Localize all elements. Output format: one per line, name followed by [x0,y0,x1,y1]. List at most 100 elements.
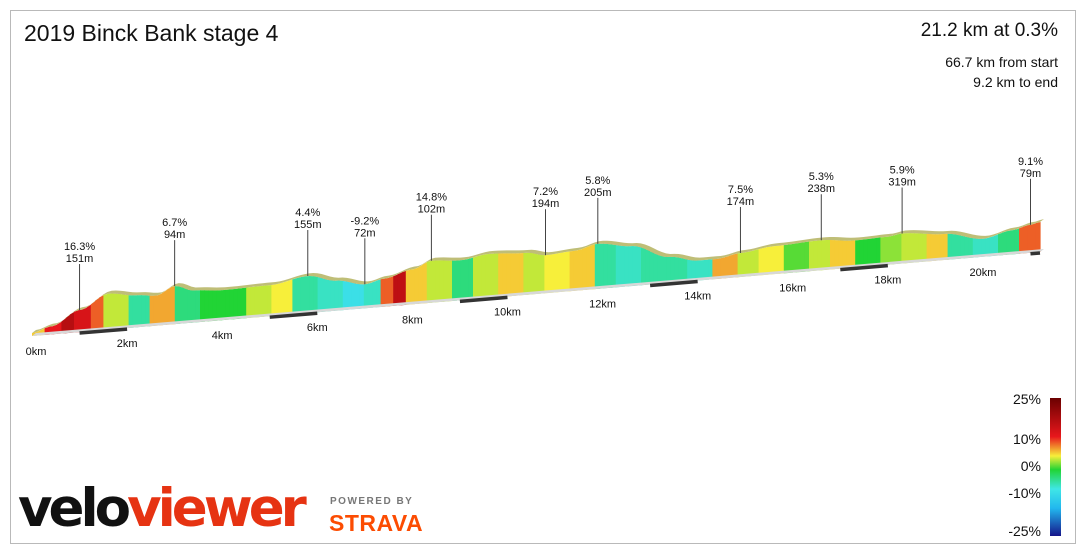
profile-segment [897,233,902,264]
profile-segment [124,294,130,329]
profile-segment [145,295,151,327]
x-tick-label: 10km [494,306,521,318]
profile-segment [204,290,209,322]
profile-segment [918,233,923,263]
climb-gradient-label: 9.1% [1018,156,1043,168]
profile-segment [775,245,781,275]
profile-segment [338,280,344,311]
profile-segment [956,234,961,259]
profile-segment [1019,226,1024,254]
profile-segment [867,238,873,267]
profile-segment [468,257,474,300]
profile-segment [149,295,155,327]
profile-segment [90,300,96,332]
climb-length-label: 155m [294,219,322,231]
profile-segment [519,253,524,296]
profile-segment [901,233,907,264]
x-tick-label: 16km [779,283,806,295]
veloviewer-logo[interactable]: veloviewer [18,482,307,535]
km-band [79,327,128,335]
profile-segment [909,233,915,263]
profile-segment [418,264,424,304]
climb-length-label: 72m [354,227,375,239]
profile-segment [725,255,730,279]
profile-segment [342,280,348,311]
profile-segment [830,239,835,270]
profile-segment [69,311,75,333]
strava-logo[interactable]: STRAVA [329,510,424,536]
profile-segment [872,237,877,266]
profile-segment [410,268,415,305]
profile-segment [981,238,986,257]
profile-segment [414,267,419,305]
profile-segment [951,233,957,260]
profile-segment [515,253,520,296]
profile-segment [603,243,608,289]
km-band [649,279,698,288]
profile-segment [1031,223,1037,253]
profile-segment [695,260,701,281]
profile-segment [611,244,617,288]
profile-segment [544,254,550,294]
profile-segment [246,287,251,319]
distance-to-end: 9.2 km to end [973,74,1058,90]
climb-gradient-label: 5.3% [809,171,834,183]
profile-segment [195,290,201,323]
profile-segment [74,310,79,333]
km-band [269,311,318,319]
profile-segment [641,247,646,286]
profile-segment [393,274,398,306]
profile-segment [422,262,428,304]
profile-segment [250,286,256,318]
profile-segment [943,233,949,261]
profile-segment [741,252,747,277]
km-band [840,263,888,272]
profile-segment [762,247,768,276]
profile-segment [216,290,222,321]
profile-segment [132,295,138,328]
profile-segment [716,258,722,279]
profile-segment [960,235,965,259]
profile-segment [527,252,533,295]
profile-segment [229,289,235,320]
profile-segment [758,248,764,276]
profile-segment [363,283,369,309]
profile-segment [599,243,604,289]
profile-segment [788,243,793,273]
profile-segment [880,236,886,266]
profile-segment [120,294,125,329]
profile-segment [653,253,659,285]
profile-segment [691,260,697,282]
profile-segment [561,251,566,292]
profile-segment [389,276,394,307]
profile-segment [750,250,755,277]
profile-segment [582,247,587,291]
profile-segment [628,246,634,287]
profile-segment [1010,229,1016,255]
climb-gradient-label: 5.9% [890,164,915,176]
profile-segment [674,256,680,283]
profile-segment [859,239,865,268]
profile-segment [699,260,705,281]
profile-segment [141,295,146,327]
profile-segment [1023,225,1028,254]
x-tick-label: 6km [307,322,328,334]
profile-segment [242,287,247,319]
profile-segment [964,236,970,259]
profile-segment [296,277,302,314]
profile-segment [523,252,529,296]
profile-segment [452,260,457,301]
profile-segment [615,245,621,288]
profile-segment [372,280,377,308]
profile-segment [552,253,558,293]
profile-segment [536,254,541,294]
profile-segment [670,256,676,283]
profile-segment [733,253,739,278]
profile-segment [384,277,390,307]
profile-segment [300,276,306,314]
profile-segment [267,285,272,317]
x-tick-label: 12km [589,298,616,310]
profile-segment [288,279,293,315]
profile-segment [930,234,936,262]
